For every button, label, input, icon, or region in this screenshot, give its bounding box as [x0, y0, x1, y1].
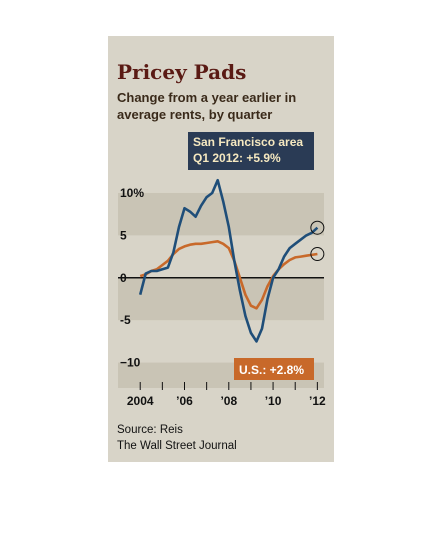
- plot-band: [118, 192, 324, 236]
- series-lines: [138, 178, 319, 343]
- endpoint-markers: [310, 220, 325, 262]
- us-callout-box: [234, 358, 314, 380]
- sf-callout: San Francisco area Q1 2012: +5.9%: [188, 132, 314, 170]
- chart-subtitle-line-1: Change from a year earlier in: [117, 90, 296, 105]
- sf-callout-line-1: San Francisco area: [193, 135, 303, 149]
- x-axis: 2004 ’06 ’08 ’10 ’12: [127, 382, 326, 408]
- y-gridlines: 10%50-5−10: [118, 186, 324, 370]
- sf-callout-line-2: Q1 2012: +5.9%: [193, 151, 281, 165]
- x-tick-label: ’06: [176, 394, 193, 408]
- chart-svg: Pricey Pads Change from a year earlier i…: [117, 60, 326, 452]
- chart-title: Pricey Pads: [117, 60, 246, 84]
- chart-subtitle-line-2: average rents, by quarter: [117, 107, 272, 122]
- endpoint-marker: [310, 220, 325, 235]
- y-tick-label: 10%: [120, 186, 144, 200]
- endpoint-marker: [310, 247, 325, 262]
- y-tick-label: -5: [120, 313, 131, 327]
- sf-callout-box: [188, 132, 314, 170]
- x-tick-label: ’12: [309, 394, 326, 408]
- y-tick-label: −10: [120, 356, 141, 370]
- y-tick-label: 5: [120, 228, 127, 242]
- plot-band: [118, 277, 324, 321]
- us-callout: U.S.: +2.8%: [234, 358, 314, 380]
- x-tick-label: ’08: [220, 394, 237, 408]
- chart-card: [108, 36, 334, 462]
- series-line: [139, 240, 318, 310]
- x-tick-label: ’10: [265, 394, 282, 408]
- source-note: Source: Reis: [117, 424, 183, 436]
- series-line: [138, 178, 319, 343]
- x-tick-label: 2004: [127, 394, 154, 408]
- publisher-credit: The Wall Street Journal: [117, 440, 237, 452]
- us-callout-label: U.S.: +2.8%: [239, 363, 304, 377]
